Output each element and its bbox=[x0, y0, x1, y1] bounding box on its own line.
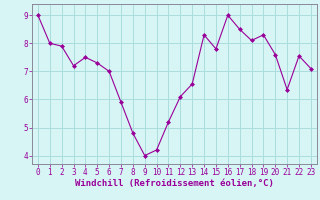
X-axis label: Windchill (Refroidissement éolien,°C): Windchill (Refroidissement éolien,°C) bbox=[75, 179, 274, 188]
